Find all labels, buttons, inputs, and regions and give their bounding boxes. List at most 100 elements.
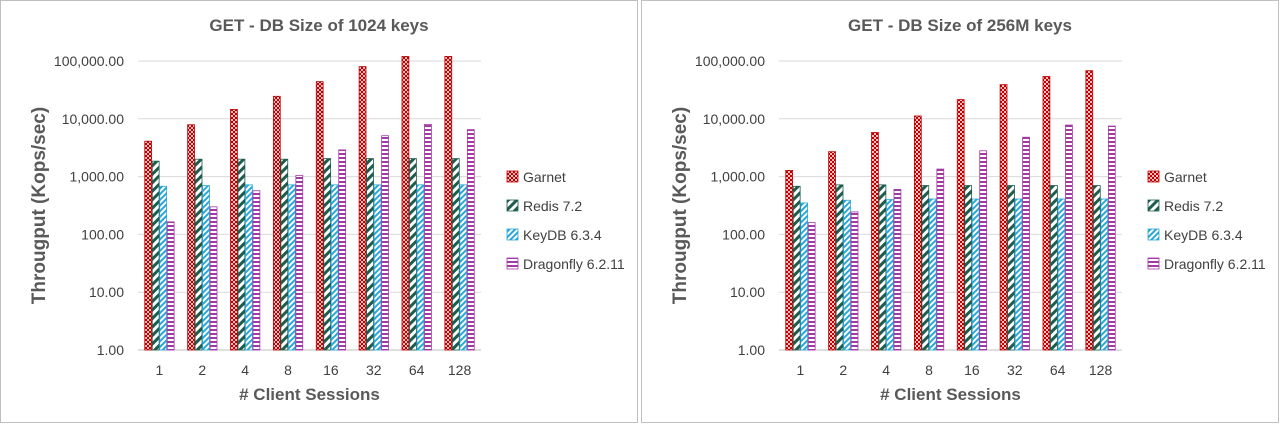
y-tick-label: 1.00 bbox=[738, 342, 765, 358]
legend-label-garnet: Garnet bbox=[1164, 169, 1207, 185]
bar-dragonfly-1 bbox=[166, 221, 175, 351]
legend-label-keydb: KeyDB 6.3.4 bbox=[1164, 227, 1243, 243]
x-axis-title: # Client Sessions bbox=[239, 385, 380, 404]
y-tick-label: 10,000.00 bbox=[62, 111, 124, 127]
chart-panel-1024-keys: GET - DB Size of 1024 keys 1.00 10.00 100.0… bbox=[0, 0, 638, 423]
chart-title: GET - DB Size of 1024 keys bbox=[209, 16, 428, 35]
legend-swatch-garnet bbox=[1147, 170, 1160, 183]
bar-dragonfly-4 bbox=[252, 190, 261, 351]
y-tick-label: 100.00 bbox=[722, 226, 765, 242]
x-tick-label: 1 bbox=[797, 362, 805, 378]
bar-dragonfly-8 bbox=[936, 168, 945, 351]
chart-1024-keys: GET - DB Size of 1024 keys 1.00 10.00 100.0… bbox=[29, 16, 625, 404]
bar-garnet-16 bbox=[956, 99, 965, 351]
x-tick-label: 128 bbox=[1089, 362, 1113, 378]
legend-swatch-redis bbox=[1147, 199, 1160, 212]
bar-garnet-64 bbox=[1042, 76, 1051, 351]
bar-redis-16 bbox=[323, 158, 332, 351]
bar-keydb-4 bbox=[245, 184, 253, 351]
bar-keydb-64 bbox=[416, 184, 425, 351]
bar-redis-1 bbox=[792, 185, 801, 351]
y-tick-label: 10.00 bbox=[89, 284, 124, 300]
x-tick-label: 32 bbox=[366, 362, 382, 378]
x-tick-label: 64 bbox=[409, 362, 425, 378]
bar-dragonfly-2 bbox=[850, 211, 859, 351]
y-axis-title: Througput (Kops/sec) bbox=[29, 107, 50, 304]
x-tick-label: 2 bbox=[839, 362, 847, 378]
x-tick-label: 32 bbox=[1007, 362, 1023, 378]
x-tick-label: 2 bbox=[198, 362, 206, 378]
bar-garnet-1 bbox=[785, 170, 794, 351]
bar-dragonfly-128 bbox=[1107, 125, 1116, 351]
x-tick-label: 1 bbox=[156, 362, 164, 378]
legend-swatch-keydb bbox=[506, 228, 519, 241]
legend-swatch-redis bbox=[506, 199, 519, 212]
bar-keydb-128 bbox=[1100, 198, 1109, 351]
bar-garnet-4 bbox=[230, 109, 238, 351]
y-tick-label: 10,000.00 bbox=[703, 111, 765, 127]
x-tick-label: 4 bbox=[882, 362, 890, 378]
bar-redis-64 bbox=[409, 158, 417, 351]
y-tick-label: 100.00 bbox=[81, 226, 124, 242]
x-tick-label: 16 bbox=[323, 362, 339, 378]
bar-dragonfly-128 bbox=[466, 129, 475, 351]
bar-keydb-16 bbox=[330, 184, 339, 351]
bar-keydb-1 bbox=[800, 202, 809, 351]
bar-keydb-4 bbox=[886, 199, 894, 351]
bar-garnet-4 bbox=[871, 132, 879, 351]
y-tick-label: 1,000.00 bbox=[70, 169, 125, 185]
bar-dragonfly-16 bbox=[979, 150, 988, 351]
bar-garnet-2 bbox=[828, 151, 836, 351]
bar-garnet-8 bbox=[913, 115, 922, 351]
bar-garnet-2 bbox=[187, 124, 195, 351]
bar-redis-128 bbox=[1092, 185, 1101, 351]
x-tick-label: 8 bbox=[284, 362, 292, 378]
bar-redis-32 bbox=[1007, 185, 1015, 351]
x-tick-label: 4 bbox=[241, 362, 249, 378]
legend-swatch-garnet bbox=[506, 170, 519, 183]
y-tick-label: 100,000.00 bbox=[54, 53, 124, 69]
bar-dragonfly-1 bbox=[807, 222, 816, 351]
bar-keydb-1 bbox=[159, 185, 168, 351]
y-tick-label: 10.00 bbox=[730, 284, 765, 300]
chart-256m-keys: GET - DB Size of 256M keys 1.00 10.00 100.0… bbox=[670, 16, 1266, 404]
bar-redis-32 bbox=[366, 158, 374, 351]
bar-keydb-128 bbox=[459, 184, 468, 351]
bar-garnet-16 bbox=[315, 81, 324, 351]
x-axis-title: # Client Sessions bbox=[880, 385, 1021, 404]
legend-label-redis: Redis 7.2 bbox=[1164, 198, 1223, 214]
bar-garnet-128 bbox=[1085, 70, 1094, 351]
bar-dragonfly-32 bbox=[381, 135, 389, 351]
bar-dragonfly-2 bbox=[209, 206, 218, 351]
chart-title: GET - DB Size of 256M keys bbox=[848, 16, 1072, 35]
legend-label-garnet: Garnet bbox=[523, 169, 566, 185]
bar-garnet-1 bbox=[144, 140, 153, 351]
bar-redis-128 bbox=[451, 158, 460, 351]
bar-keydb-32 bbox=[373, 184, 382, 351]
y-tick-label: 1.00 bbox=[97, 342, 124, 358]
bar-keydb-32 bbox=[1014, 198, 1023, 351]
bar-redis-2 bbox=[194, 158, 203, 351]
bar-keydb-8 bbox=[928, 198, 937, 351]
legend-label-redis: Redis 7.2 bbox=[523, 198, 582, 214]
bar-dragonfly-64 bbox=[424, 124, 432, 351]
bar-garnet-32 bbox=[358, 66, 367, 351]
bar-keydb-2 bbox=[843, 199, 851, 351]
bar-dragonfly-64 bbox=[1065, 124, 1073, 351]
bar-garnet-128 bbox=[444, 56, 453, 351]
x-tick-label: 128 bbox=[448, 362, 472, 378]
x-tick-label: 64 bbox=[1050, 362, 1066, 378]
bar-dragonfly-16 bbox=[338, 149, 347, 351]
legend-label-keydb: KeyDB 6.3.4 bbox=[523, 227, 602, 243]
y-axis-title: Througput (Kops/sec) bbox=[670, 107, 691, 304]
bar-redis-2 bbox=[835, 184, 844, 351]
bar-redis-8 bbox=[280, 158, 289, 351]
bar-redis-16 bbox=[964, 185, 973, 351]
legend-swatch-dragonfly bbox=[1147, 257, 1160, 270]
bar-garnet-8 bbox=[272, 95, 281, 351]
bar-redis-8 bbox=[921, 185, 930, 351]
bar-redis-1 bbox=[151, 160, 160, 351]
bar-dragonfly-32 bbox=[1022, 136, 1030, 351]
bar-dragonfly-8 bbox=[295, 174, 304, 351]
bar-keydb-2 bbox=[202, 185, 210, 351]
